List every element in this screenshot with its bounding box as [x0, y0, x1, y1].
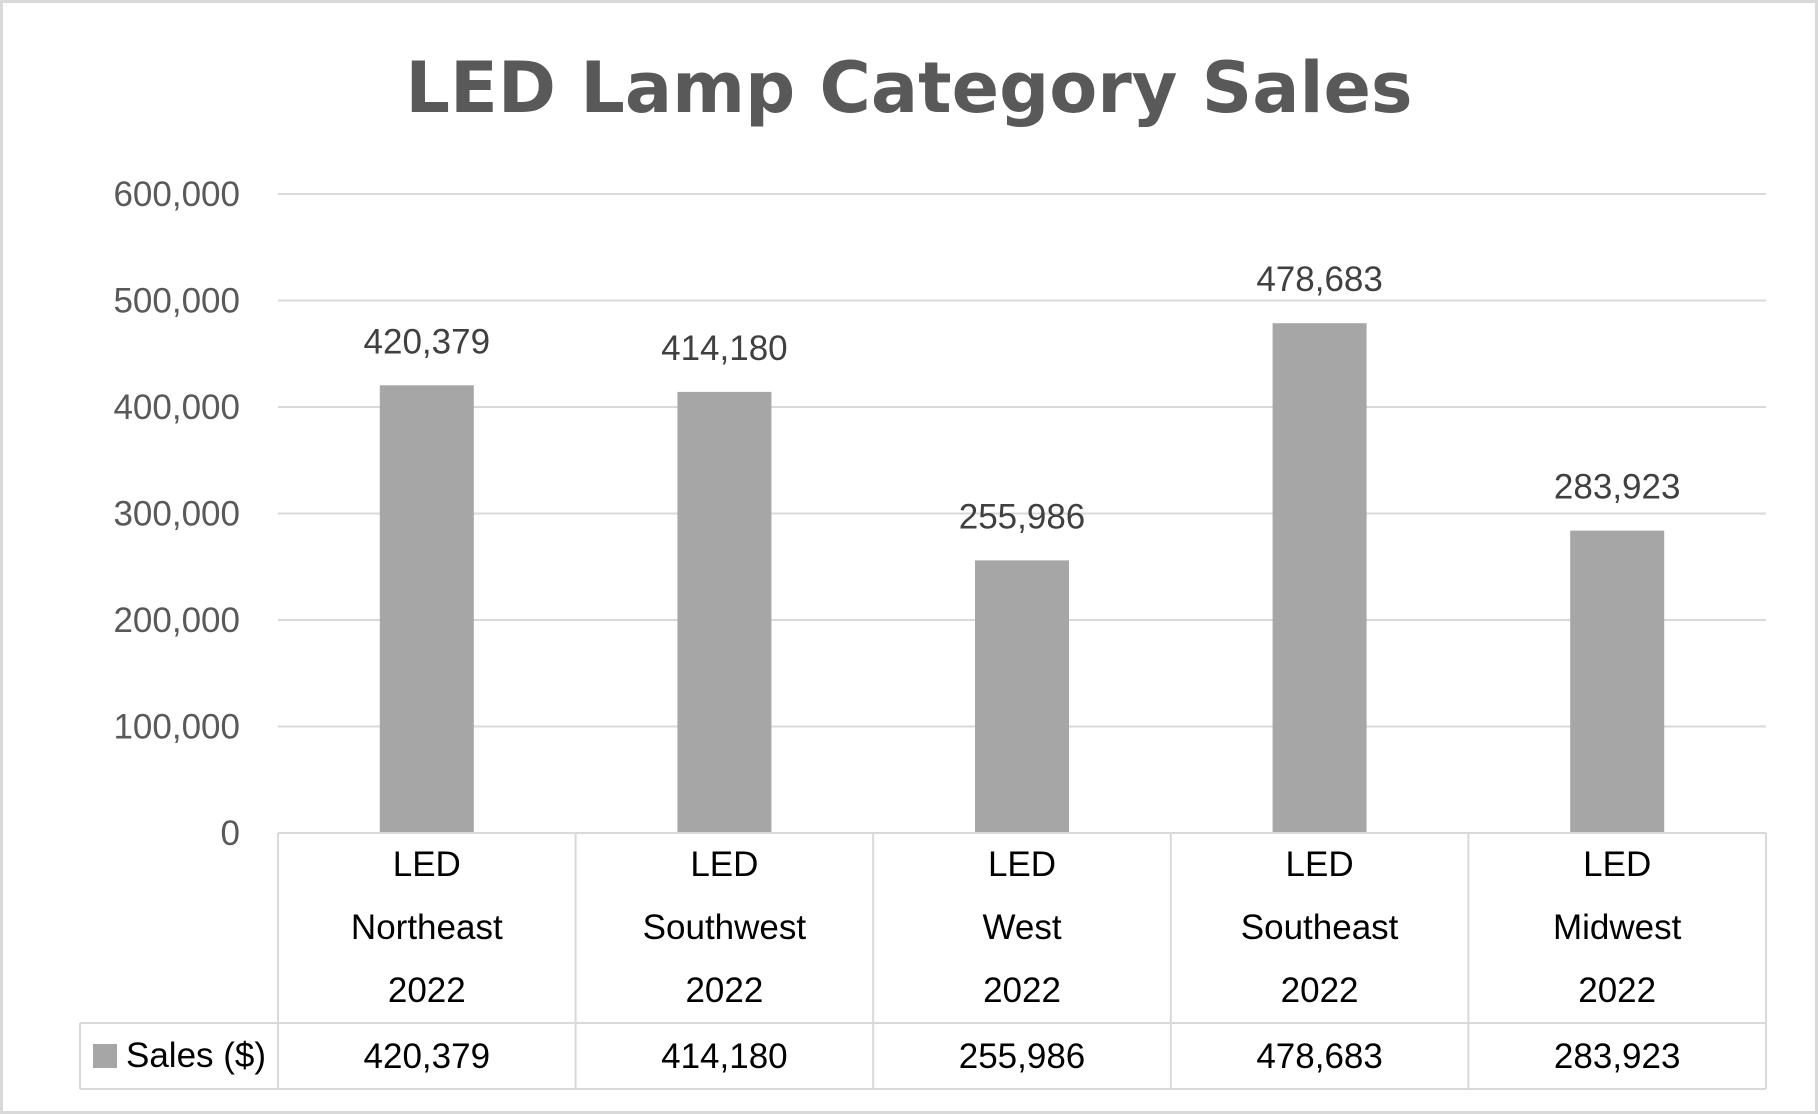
legend-swatch [93, 1044, 117, 1068]
y-tick-label: 300,000 [113, 495, 240, 534]
bar [379, 385, 474, 833]
y-tick-label: 0 [221, 814, 240, 853]
bar-data-label: 420,379 [364, 322, 491, 361]
table-value: 283,923 [1554, 1037, 1681, 1076]
bar [1272, 323, 1367, 833]
category-label: 2022 [685, 971, 763, 1010]
data-labels: 420,379 414,180 255,986 478,683 283,923 [364, 260, 1681, 536]
category-label: 2022 [1578, 971, 1656, 1010]
gridlines [278, 193, 1766, 728]
table-value: 255,986 [959, 1037, 1086, 1076]
bar-data-label: 414,180 [661, 329, 788, 368]
category-label: Southeast [1241, 908, 1399, 947]
category-label: LED [1583, 845, 1651, 884]
table-value: 414,180 [661, 1037, 788, 1076]
data-table: LED Northeast 2022 420,379 LED Southwest 2022 4… [79, 832, 1767, 1090]
category-label: 2022 [1281, 971, 1359, 1010]
category-label: Midwest [1553, 908, 1682, 947]
bar [1570, 530, 1665, 833]
bar [975, 560, 1069, 833]
category-label: LED [690, 845, 758, 884]
category-label: Northeast [351, 908, 503, 947]
y-tick-label: 400,000 [113, 388, 240, 427]
category-label: 2022 [388, 971, 466, 1010]
y-tick-label: 200,000 [113, 601, 240, 640]
category-label: West [982, 908, 1061, 947]
bar-data-label: 283,923 [1554, 468, 1681, 507]
category-label: LED [1286, 845, 1354, 884]
legend-label: Sales ($) [126, 1036, 266, 1075]
y-axis-tick-labels: 0 100,000 200,000 300,000 400,000 500,000 600,… [113, 175, 240, 853]
category-label: LED [988, 845, 1056, 884]
y-tick-label: 500,000 [113, 282, 240, 321]
bars [379, 323, 1665, 833]
y-tick-label: 600,000 [113, 175, 240, 214]
y-tick-label: 100,000 [113, 708, 240, 747]
bar-data-label: 478,683 [1256, 260, 1383, 299]
bar [677, 391, 772, 833]
chart-title: LED Lamp Category Sales [405, 47, 1412, 129]
table-value: 478,683 [1256, 1037, 1383, 1076]
bar-data-label: 255,986 [959, 497, 1086, 536]
table-value: 420,379 [364, 1037, 491, 1076]
category-label: Southwest [643, 908, 807, 947]
category-label: 2022 [983, 971, 1061, 1010]
category-label: LED [393, 845, 461, 884]
